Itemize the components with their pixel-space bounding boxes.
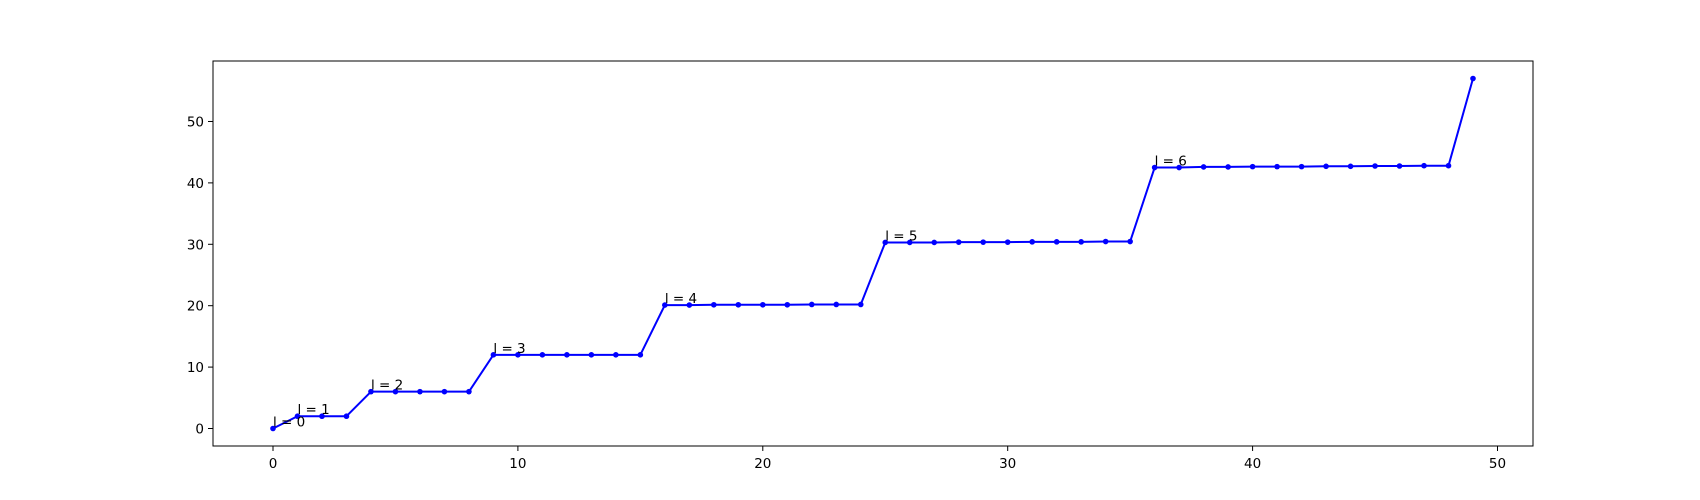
x-tick-label: 30 xyxy=(999,456,1016,472)
data-point xyxy=(784,301,791,308)
data-point xyxy=(1372,163,1378,169)
data-point xyxy=(588,352,595,358)
data-point xyxy=(1323,163,1329,170)
level-annotation: l = 3 xyxy=(493,341,525,357)
data-point xyxy=(735,301,742,308)
axes: 0 10 20 30 40 50 0 10 20 30 40 50 xyxy=(187,60,1534,472)
data-point xyxy=(1421,162,1427,169)
level-annotation: l = 4 xyxy=(665,291,697,307)
y-tick-label: 0 xyxy=(195,422,204,438)
data-point xyxy=(1470,75,1476,82)
data-point xyxy=(1298,163,1305,170)
x-tick-label: 50 xyxy=(1489,456,1506,472)
data-point xyxy=(1078,239,1084,245)
plot-area: l = 0l = 1 l = 2 l = 3 l = 4 l = 5 l = 6 xyxy=(270,75,1476,432)
x-tick-label: 0 xyxy=(269,456,278,472)
data-point xyxy=(833,301,840,308)
data-point xyxy=(515,352,521,358)
data-point xyxy=(466,388,472,395)
data-point xyxy=(1200,164,1207,170)
level-annotation: l = 2 xyxy=(371,378,403,394)
data-point xyxy=(955,239,962,245)
data-point xyxy=(564,352,570,358)
data-point xyxy=(637,352,644,358)
data-point xyxy=(1396,163,1403,169)
data-point xyxy=(294,413,301,420)
level-annotation: l = 5 xyxy=(885,228,917,244)
x-tick-label: 10 xyxy=(509,456,526,472)
level-annotation: l = 6 xyxy=(1155,154,1187,170)
data-point xyxy=(1347,163,1354,170)
data-point xyxy=(1127,238,1133,245)
data-point xyxy=(1151,164,1158,171)
data-point xyxy=(1176,164,1182,171)
y-tick-label: 50 xyxy=(187,114,204,130)
data-point xyxy=(1274,163,1280,170)
data-point xyxy=(882,239,889,246)
x-tick-label: 20 xyxy=(754,456,771,472)
data-point xyxy=(1053,239,1060,245)
y-tick-label: 40 xyxy=(187,176,204,192)
data-point xyxy=(392,388,399,395)
data-point xyxy=(270,425,276,432)
data-point xyxy=(1102,238,1109,245)
y-tick-label: 30 xyxy=(187,237,204,253)
data-point xyxy=(417,388,423,395)
data-point xyxy=(1004,239,1011,245)
data-point xyxy=(711,301,717,308)
level-annotation: l = 1 xyxy=(297,402,329,418)
data-point xyxy=(319,413,325,420)
data-point xyxy=(1029,239,1035,245)
data-point xyxy=(980,239,987,245)
data-point xyxy=(343,413,350,420)
y-tick-label: 20 xyxy=(187,299,204,315)
data-point xyxy=(539,352,546,358)
data-point xyxy=(906,239,913,246)
series-line xyxy=(272,78,1474,430)
level-annotation: l = 0 xyxy=(273,415,305,431)
data-point xyxy=(368,388,374,395)
data-point xyxy=(759,301,766,308)
axes-frame xyxy=(212,60,1534,447)
data-point xyxy=(441,388,448,395)
data-point xyxy=(662,302,668,308)
data-point xyxy=(490,352,497,358)
data-point xyxy=(931,239,938,246)
data-point xyxy=(808,301,815,308)
data-point xyxy=(857,301,864,308)
y-tick-label: 10 xyxy=(187,360,204,376)
x-tick-label: 40 xyxy=(1244,456,1261,472)
data-point xyxy=(613,352,619,358)
data-point xyxy=(1249,163,1256,170)
data-point xyxy=(1225,164,1231,170)
data-point xyxy=(1445,162,1452,169)
data-point xyxy=(686,302,693,308)
